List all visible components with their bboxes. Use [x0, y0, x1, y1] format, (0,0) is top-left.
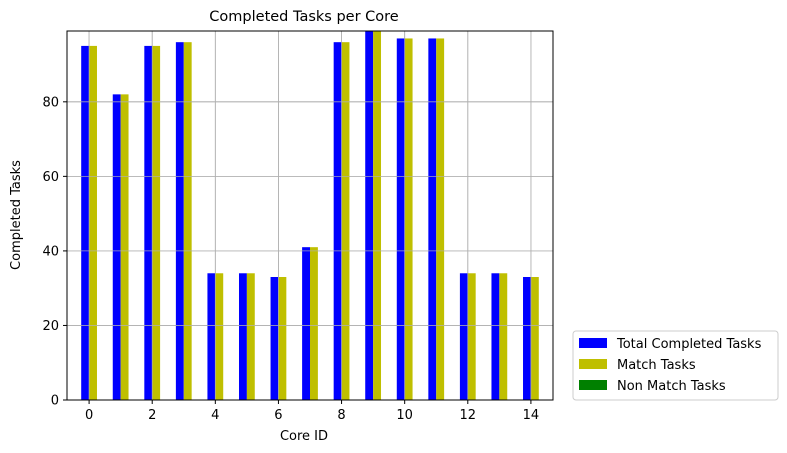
legend-label: Total Completed Tasks [616, 337, 762, 352]
legend-label: Match Tasks [617, 358, 696, 373]
match-bar [341, 42, 350, 400]
match-bar [183, 42, 192, 400]
total-bar [491, 273, 500, 400]
bars [67, 31, 553, 401]
legend-swatch [579, 359, 607, 369]
match-bar [404, 38, 413, 401]
match-bar [499, 273, 508, 400]
total-bar [144, 45, 153, 401]
legend-swatch [579, 380, 607, 390]
total-bar [523, 277, 531, 400]
y-tick-label: 20 [42, 319, 59, 334]
total-bar [112, 94, 121, 400]
match-bar [120, 94, 129, 400]
x-tick-label: 0 [85, 408, 93, 423]
x-axis-label: Core ID [280, 429, 328, 444]
x-tick-label: 2 [148, 408, 156, 423]
axis-ticks: 0 2 4 6 8 10 12 14 0 20 40 60 80 [42, 95, 539, 423]
y-tick-label: 80 [42, 95, 59, 110]
legend: Total Completed Tasks Match Tasks Non Matc… [572, 330, 779, 401]
x-tick-label: 6 [274, 408, 282, 423]
match-bar [373, 31, 382, 400]
match-bar [436, 38, 445, 401]
legend-swatch [579, 338, 607, 348]
match-bar [152, 45, 161, 401]
y-tick-label: 40 [42, 244, 59, 259]
plot-area-frame [66, 30, 554, 401]
total-bar [459, 273, 468, 400]
total-bar [238, 273, 247, 400]
y-axis-label: Completed Tasks [9, 160, 24, 270]
total-bar [81, 45, 90, 401]
y-tick-label: 0 [51, 394, 59, 409]
match-bar [278, 277, 287, 400]
x-tick-label: 4 [211, 408, 219, 423]
legend-box [572, 330, 779, 401]
match-bar [530, 277, 539, 400]
x-tick-label: 10 [396, 408, 413, 423]
match-bar [215, 273, 224, 400]
x-tick-label: 12 [460, 408, 477, 423]
match-bar [246, 273, 255, 400]
total-bar [302, 247, 310, 400]
x-tick-label: 8 [337, 408, 345, 423]
total-bar [270, 277, 279, 400]
match-bar [310, 247, 318, 400]
total-bar [365, 31, 374, 400]
total-bar [207, 273, 216, 400]
legend-label: Non Match Tasks [617, 379, 726, 394]
x-tick-label: 14 [523, 408, 540, 423]
total-bar [333, 42, 342, 400]
chart-title: Completed Tasks per Core [209, 9, 398, 25]
y-tick-label: 60 [42, 170, 59, 185]
match-bar [467, 273, 476, 400]
total-bar [396, 38, 405, 401]
match-bar [89, 45, 97, 401]
total-bar [428, 38, 437, 401]
total-bar [175, 42, 184, 400]
